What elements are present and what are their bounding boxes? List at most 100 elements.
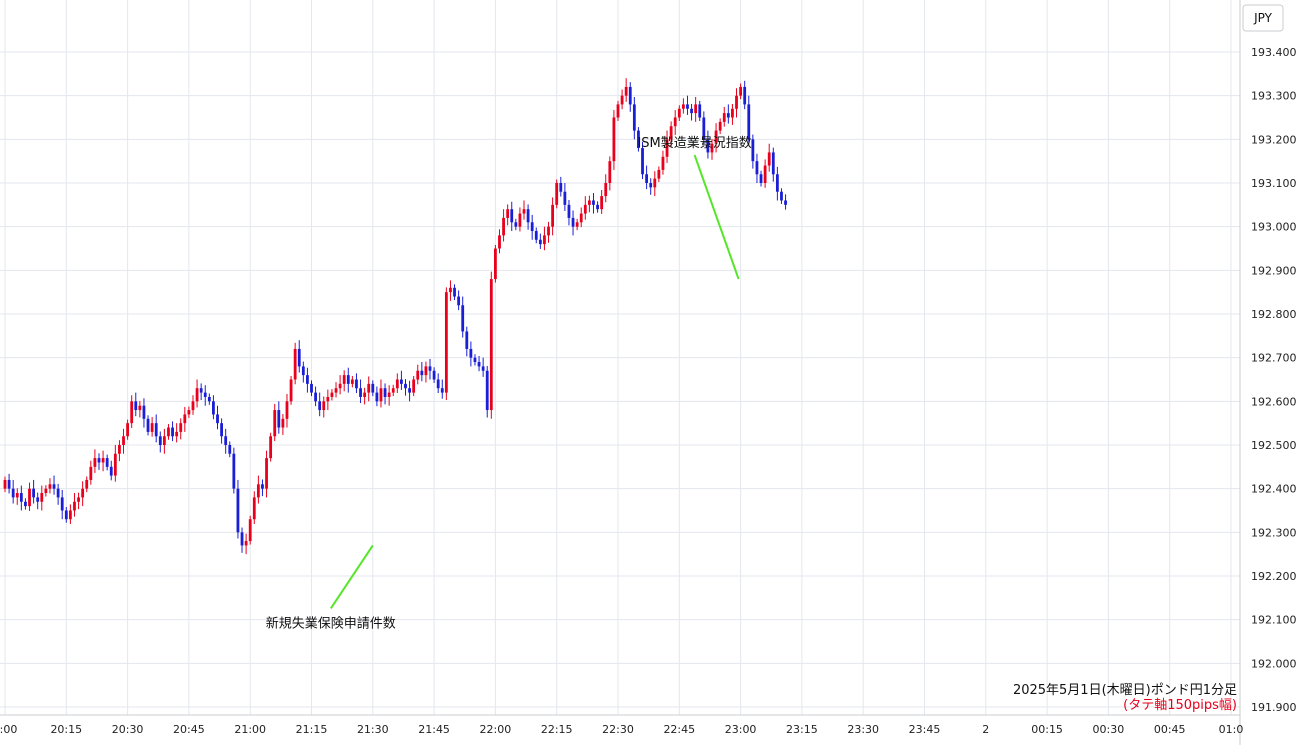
candle (199, 383, 203, 401)
candle-body (199, 388, 203, 393)
candle-body (489, 279, 493, 411)
candle (289, 376, 293, 405)
candle (281, 413, 285, 435)
x-tick-label: 23:45 (909, 723, 941, 736)
candle-body (142, 405, 146, 419)
candle-body (449, 287, 452, 293)
candle (44, 485, 48, 497)
candle (191, 395, 195, 415)
candle (346, 367, 350, 393)
candle (714, 123, 718, 153)
candle (673, 110, 677, 135)
candle-body (73, 501, 76, 511)
candle (195, 379, 199, 408)
candle-body (162, 436, 166, 445)
x-tick-label: 20:45 (173, 723, 205, 736)
candle (775, 166, 779, 201)
candle-body (52, 484, 56, 489)
x-tick-label: 21:45 (418, 723, 450, 736)
y-tick-label: 192.200 (1251, 570, 1297, 583)
candle (571, 210, 575, 236)
candle-body (780, 191, 783, 201)
candle-body (722, 113, 726, 122)
candle-body (171, 427, 174, 437)
candle (314, 386, 317, 407)
candle (518, 207, 522, 232)
candle-body (555, 183, 559, 205)
x-tick-label: 01:0 (1219, 723, 1244, 736)
candle-body (240, 532, 244, 546)
candle (64, 507, 68, 523)
candle-body (620, 95, 624, 105)
candle (167, 424, 170, 440)
candle (453, 284, 456, 301)
candle-body (48, 484, 52, 489)
candle-body (334, 388, 338, 393)
candle-body (767, 152, 771, 166)
y-tick-label: 192.400 (1251, 483, 1297, 496)
candle (428, 358, 432, 380)
candle (514, 218, 518, 231)
candle-body (113, 453, 117, 476)
candle (220, 418, 223, 444)
candle (637, 127, 640, 152)
candle (763, 159, 767, 188)
candle (530, 214, 534, 240)
candle (277, 401, 281, 434)
y-tick-label: 192.900 (1251, 264, 1297, 277)
chart-caption: 2025年5月1日(木曜日)ポンド円1分足 (1013, 683, 1237, 698)
annotation-line-ism (693, 154, 740, 280)
grid-lines (0, 0, 1240, 715)
candle-body (379, 388, 383, 402)
x-tick-label: 00:15 (1031, 723, 1063, 736)
candle (285, 393, 289, 428)
candle-body (44, 488, 48, 494)
candle-body (322, 401, 326, 411)
candle-body (469, 348, 473, 358)
candle (718, 118, 722, 135)
candle (256, 475, 260, 504)
annotation-line-jobless-claims (329, 544, 374, 609)
candle (449, 280, 452, 301)
candle (326, 389, 330, 411)
y-tick-label: 192.300 (1251, 526, 1297, 539)
x-tick-label: 0:00 (0, 723, 17, 736)
candle-body (28, 488, 31, 507)
candle-body (130, 401, 134, 424)
candle-body (122, 436, 125, 445)
candle (97, 453, 101, 470)
candle-body (510, 209, 514, 223)
candle (473, 354, 477, 366)
y-tick-label: 193.100 (1251, 177, 1297, 190)
candle (608, 156, 612, 191)
candle (494, 245, 497, 283)
candle (11, 479, 15, 504)
candle (60, 489, 64, 520)
candle-body (97, 458, 101, 463)
candle-body (526, 209, 530, 223)
candle (122, 428, 125, 454)
candle-body (383, 388, 387, 397)
candle (297, 340, 301, 373)
candle (118, 440, 121, 462)
candle-body (314, 392, 317, 402)
candle (481, 357, 485, 377)
candle-body (15, 493, 19, 498)
candle-body (293, 348, 297, 380)
candle (48, 478, 52, 494)
candle (522, 200, 526, 220)
candle (604, 174, 608, 203)
candle-body (583, 204, 587, 214)
candle-body (596, 204, 599, 210)
candle-body (64, 510, 68, 520)
candle-body (207, 396, 211, 402)
candle (273, 403, 277, 442)
annotation-label-jobless-claims: 新規失業保険申請件数 (266, 615, 396, 631)
candle-body (330, 392, 334, 397)
candle-body (518, 213, 522, 227)
candle (759, 170, 763, 187)
candle (207, 393, 211, 405)
candle (301, 361, 305, 383)
candle-body (465, 331, 469, 349)
currency-box[interactable] (1242, 4, 1284, 32)
